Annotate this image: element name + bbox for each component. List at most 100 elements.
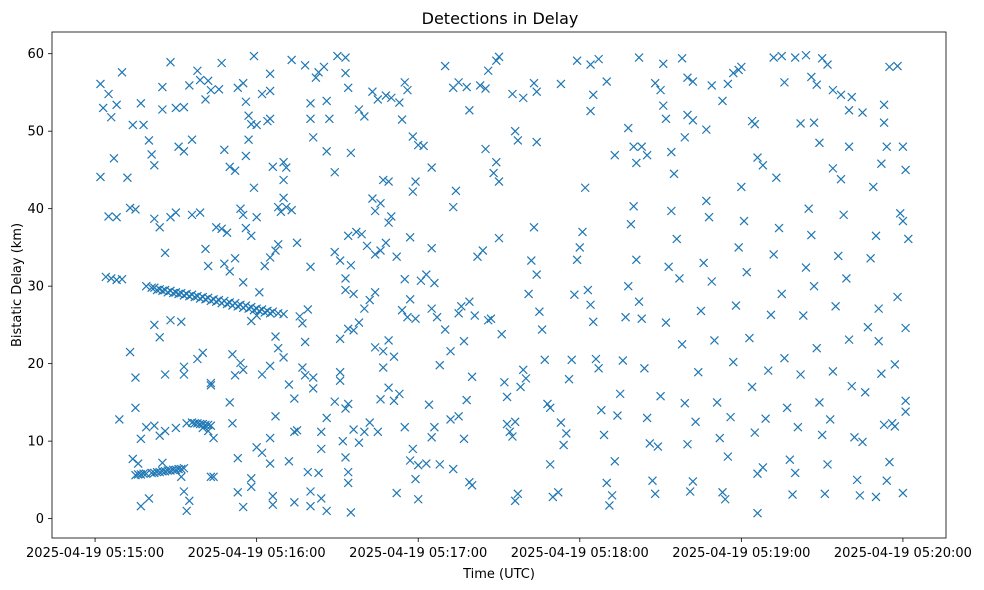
data-point [494, 177, 504, 186]
data-point [408, 444, 418, 454]
data-point [166, 57, 175, 67]
data-point [736, 62, 746, 72]
data-point [271, 246, 280, 255]
data-point [176, 464, 186, 474]
data-point [384, 335, 394, 345]
data-point [696, 306, 706, 316]
data-point [753, 508, 762, 518]
data-point [831, 301, 841, 311]
data-point [446, 346, 455, 356]
data-point [631, 255, 641, 265]
data-point [376, 246, 385, 255]
data-point [661, 114, 671, 124]
data-point [413, 460, 423, 470]
data-point [370, 287, 380, 297]
data-point [758, 160, 768, 170]
data-point [96, 172, 105, 182]
data-point [747, 382, 757, 392]
data-point [739, 216, 749, 226]
data-point [868, 182, 878, 192]
data-point [736, 182, 746, 192]
data-point [400, 274, 410, 284]
data-point [195, 75, 205, 85]
data-point [287, 55, 297, 65]
data-point [893, 61, 902, 71]
data-point [890, 360, 900, 369]
data-point [483, 315, 493, 325]
data-point [254, 287, 264, 297]
data-point [780, 77, 789, 87]
data-point [448, 202, 458, 212]
data-point [306, 487, 315, 496]
data-point [427, 243, 437, 253]
data-point [246, 482, 256, 492]
data-point [879, 100, 889, 110]
data-point [642, 413, 652, 423]
data-point [284, 380, 294, 389]
data-point [322, 506, 332, 516]
data-point [871, 492, 881, 502]
data-point [244, 111, 253, 121]
data-point [376, 198, 385, 208]
data-point [389, 396, 399, 406]
data-point [238, 78, 248, 88]
data-point [508, 432, 517, 441]
data-point [833, 251, 843, 261]
data-point [529, 222, 539, 232]
data-point [421, 270, 431, 279]
data-point [265, 308, 275, 318]
data-point [591, 354, 601, 364]
data-point [279, 157, 289, 167]
data-point [322, 413, 332, 423]
data-point [184, 496, 194, 506]
data-point [650, 489, 660, 499]
data-point [777, 289, 787, 299]
data-point [645, 439, 655, 448]
data-point [532, 270, 542, 279]
plot-frame [51, 31, 947, 539]
data-point [238, 210, 248, 220]
data-point [411, 314, 420, 324]
data-point [359, 304, 369, 314]
data-point [209, 472, 218, 482]
data-point [397, 305, 407, 315]
data-point [801, 50, 811, 60]
data-point [901, 165, 911, 175]
data-point [330, 167, 340, 177]
data-point [844, 105, 854, 115]
data-point [790, 53, 800, 62]
data-point [236, 204, 245, 214]
data-point [295, 311, 305, 321]
data-point [96, 79, 105, 89]
data-point [343, 231, 353, 241]
data-point [513, 489, 523, 499]
data-point [801, 263, 811, 272]
data-point [300, 60, 310, 70]
data-point [386, 93, 396, 103]
data-point [268, 162, 278, 172]
data-point [203, 76, 213, 86]
data-point [475, 81, 485, 90]
data-point [284, 456, 294, 466]
data-point [631, 158, 641, 168]
data-point [389, 352, 399, 362]
data-point [125, 347, 135, 357]
data-point [454, 308, 464, 318]
data-point [303, 467, 313, 477]
data-point [858, 108, 867, 118]
data-point [642, 150, 652, 160]
data-point [365, 295, 375, 305]
data-point [728, 357, 738, 367]
data-point [769, 249, 779, 259]
data-point [359, 112, 369, 121]
data-point [279, 175, 289, 185]
data-point [157, 82, 167, 92]
data-point [149, 214, 159, 224]
data-point [405, 456, 415, 465]
data-point [230, 253, 240, 263]
data-point [265, 433, 275, 443]
y-axis-label: Bistatic Delay (km) [10, 223, 25, 347]
data-point [268, 500, 278, 510]
data-point [462, 395, 472, 405]
